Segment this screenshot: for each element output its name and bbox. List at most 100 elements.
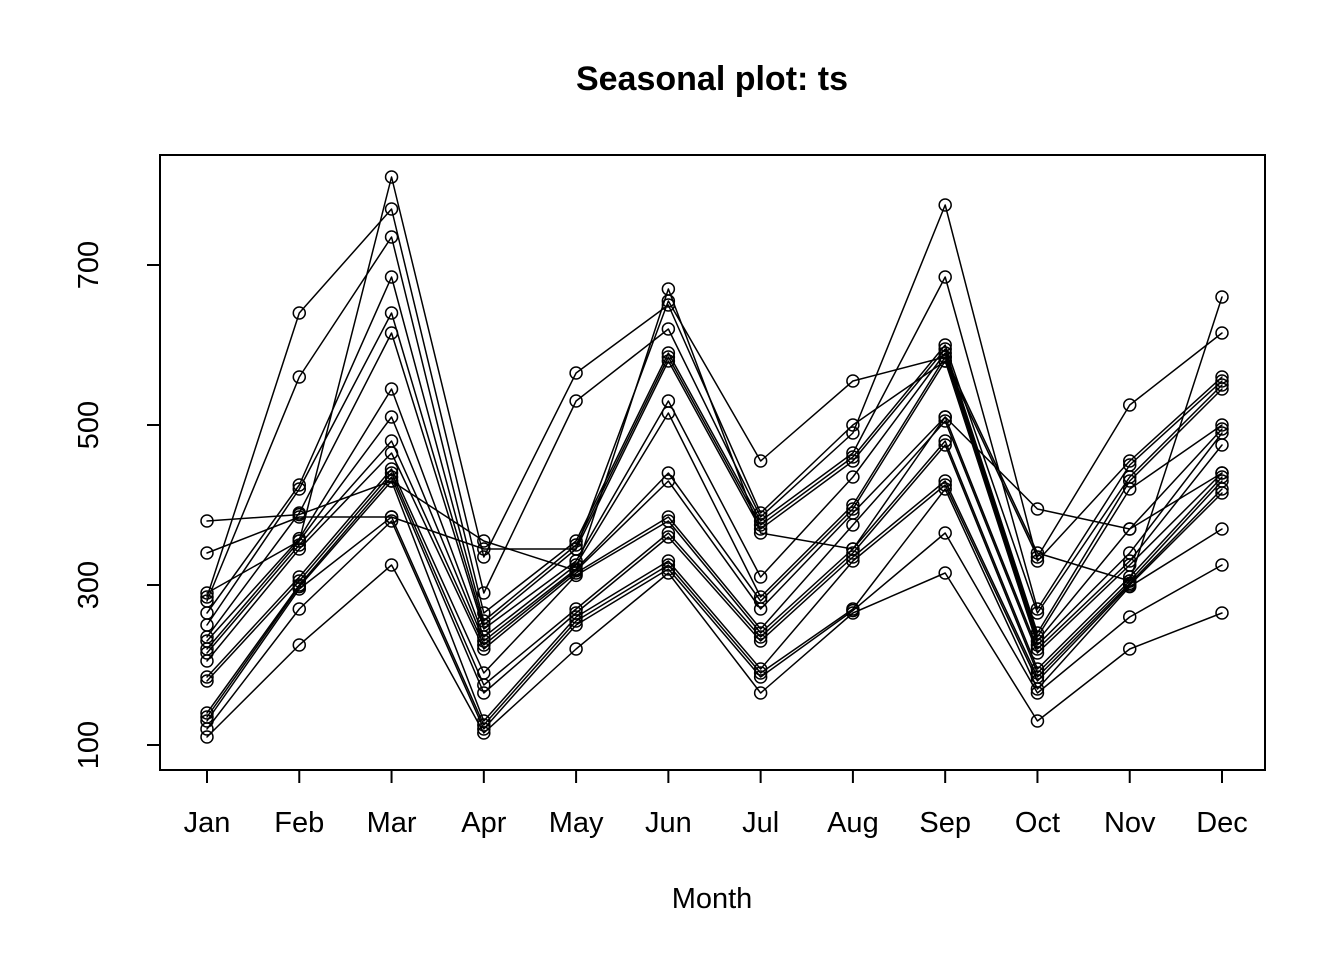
data-point-marker <box>661 474 676 488</box>
series-line <box>206 360 1223 650</box>
data-point-marker <box>1122 610 1137 624</box>
data-point-marker <box>384 382 399 396</box>
data-point-marker <box>477 534 491 548</box>
data-point-marker <box>753 622 768 636</box>
data-point-marker <box>846 602 860 616</box>
data-point-marker <box>938 526 952 540</box>
x-tick-label: Apr <box>461 807 506 839</box>
data-point-marker <box>1030 662 1045 676</box>
data-point-marker <box>569 534 583 548</box>
data-point-marker <box>846 542 860 556</box>
data-point-marker <box>661 350 676 364</box>
data-point-marker <box>384 202 399 216</box>
data-point-marker <box>1215 470 1229 484</box>
data-point-marker <box>200 706 214 720</box>
series-line <box>206 444 1223 686</box>
data-point-marker <box>569 642 583 656</box>
data-point-marker <box>1215 326 1229 340</box>
data-point-marker <box>1215 290 1229 304</box>
data-point-marker <box>938 438 952 452</box>
data-point-marker <box>753 626 768 640</box>
data-point-marker <box>569 366 583 380</box>
data-point-marker <box>661 562 676 576</box>
x-tick-label: Mar <box>367 807 417 839</box>
data-point-marker <box>384 470 399 484</box>
data-point-marker <box>292 578 307 592</box>
data-point-marker <box>846 470 860 484</box>
data-point-marker <box>1122 574 1137 588</box>
series-line <box>206 236 1223 614</box>
data-point-marker <box>292 538 307 552</box>
data-point-marker <box>661 346 676 360</box>
data-point-marker <box>569 563 583 578</box>
data-point-marker <box>200 594 214 608</box>
data-point-marker <box>938 350 952 364</box>
data-point-marker <box>1122 642 1137 656</box>
data-point-marker <box>1030 666 1045 680</box>
data-point-marker <box>1122 398 1137 412</box>
data-point-marker <box>569 542 583 556</box>
data-point-marker <box>1215 378 1229 392</box>
series-line <box>206 276 1223 622</box>
data-point-marker <box>938 474 952 488</box>
series-line <box>206 416 1223 654</box>
data-point-marker <box>292 542 307 556</box>
data-point-marker <box>384 170 399 184</box>
data-point-marker <box>661 514 676 528</box>
data-point-marker <box>477 586 491 600</box>
data-point-marker <box>846 550 860 564</box>
x-tick-label: Nov <box>1104 807 1156 839</box>
data-point-marker <box>477 606 491 620</box>
data-point-marker <box>753 670 768 684</box>
data-point-marker <box>384 510 399 524</box>
x-tick-label: Jul <box>742 807 779 839</box>
data-point-marker <box>384 306 399 320</box>
data-point-marker <box>938 346 952 360</box>
y-tick-label: 100 <box>73 721 105 769</box>
data-point-marker <box>753 570 768 584</box>
data-point-marker <box>1030 626 1045 640</box>
series-line <box>206 332 1223 638</box>
data-point-marker <box>292 482 307 496</box>
data-point-marker <box>1215 374 1229 388</box>
data-point-marker <box>384 410 399 424</box>
data-point-marker <box>1215 558 1229 572</box>
data-point-marker <box>846 546 860 560</box>
data-point-marker <box>661 282 676 296</box>
data-point-marker <box>569 602 583 616</box>
data-point-marker <box>200 674 214 688</box>
data-point-marker <box>753 662 768 676</box>
data-point-marker <box>569 606 583 620</box>
x-axis-title: Month <box>672 883 753 915</box>
data-point-marker <box>753 506 768 520</box>
data-point-marker <box>846 454 860 468</box>
data-point-marker <box>384 474 399 488</box>
x-tick-label: May <box>549 807 604 839</box>
data-point-marker <box>753 666 768 680</box>
data-point-marker <box>1122 554 1137 568</box>
data-point-marker <box>938 478 952 492</box>
data-point-marker <box>1122 458 1137 472</box>
data-point-marker <box>938 410 952 424</box>
data-point-marker <box>1215 606 1229 620</box>
data-point-marker <box>1030 554 1045 568</box>
data-point-marker <box>477 714 491 728</box>
data-point-marker <box>384 514 399 528</box>
data-point-marker <box>292 638 307 652</box>
data-point-marker <box>846 450 860 464</box>
series-line <box>206 176 1223 594</box>
data-point-marker <box>1030 634 1045 648</box>
data-point-marker <box>938 434 952 448</box>
data-point-marker <box>477 542 491 556</box>
data-point-marker <box>569 558 583 572</box>
data-point-marker <box>200 514 214 528</box>
data-point-marker <box>938 482 952 496</box>
data-point-marker <box>292 602 307 616</box>
data-point-marker <box>292 570 307 584</box>
data-point-marker <box>1215 466 1229 480</box>
data-point-marker <box>292 478 307 492</box>
data-point-marker <box>846 418 860 432</box>
y-tick-label: 500 <box>73 401 105 449</box>
